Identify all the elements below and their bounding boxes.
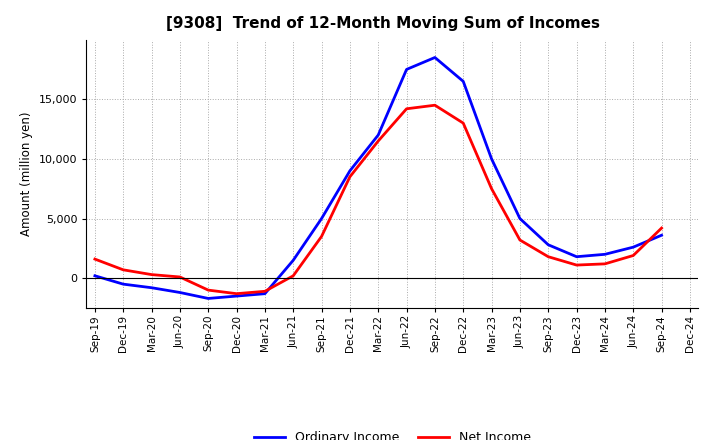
Legend: Ordinary Income, Net Income: Ordinary Income, Net Income (248, 426, 536, 440)
Ordinary Income (289, 258, 297, 263)
Ordinary Income (91, 273, 99, 279)
Ordinary Income (204, 296, 212, 301)
Net Income (148, 272, 156, 277)
Net Income (459, 121, 467, 126)
Net Income (402, 106, 411, 111)
Net Income (91, 257, 99, 262)
Net Income (544, 254, 552, 259)
Net Income (572, 262, 581, 268)
Ordinary Income (431, 55, 439, 60)
Net Income (318, 234, 326, 239)
Net Income (233, 291, 241, 296)
Ordinary Income (657, 233, 666, 238)
Ordinary Income (516, 216, 524, 221)
Net Income (289, 273, 297, 279)
Net Income (176, 275, 184, 280)
Net Income (346, 174, 354, 180)
Ordinary Income (600, 252, 609, 257)
Ordinary Income (629, 245, 637, 250)
Ordinary Income (487, 156, 496, 161)
Ordinary Income (402, 67, 411, 72)
Ordinary Income (544, 242, 552, 247)
Net Income (261, 289, 269, 294)
Net Income (374, 138, 382, 143)
Ordinary Income (346, 168, 354, 173)
Ordinary Income (148, 285, 156, 290)
Ordinary Income (318, 216, 326, 221)
Net Income (204, 287, 212, 293)
Ordinary Income (572, 254, 581, 259)
Ordinary Income (374, 132, 382, 138)
Net Income (629, 253, 637, 258)
Text: [9308]  Trend of 12-Month Moving Sum of Incomes: [9308] Trend of 12-Month Moving Sum of I… (166, 16, 600, 32)
Y-axis label: Amount (million yen): Amount (million yen) (20, 112, 33, 236)
Net Income (487, 186, 496, 191)
Ordinary Income (119, 282, 127, 287)
Ordinary Income (233, 293, 241, 299)
Line: Ordinary Income: Ordinary Income (95, 58, 662, 298)
Ordinary Income (176, 290, 184, 295)
Line: Net Income: Net Income (95, 105, 662, 293)
Net Income (657, 225, 666, 231)
Ordinary Income (261, 291, 269, 296)
Net Income (600, 261, 609, 267)
Net Income (431, 103, 439, 108)
Net Income (516, 237, 524, 242)
Net Income (119, 267, 127, 272)
Ordinary Income (459, 79, 467, 84)
